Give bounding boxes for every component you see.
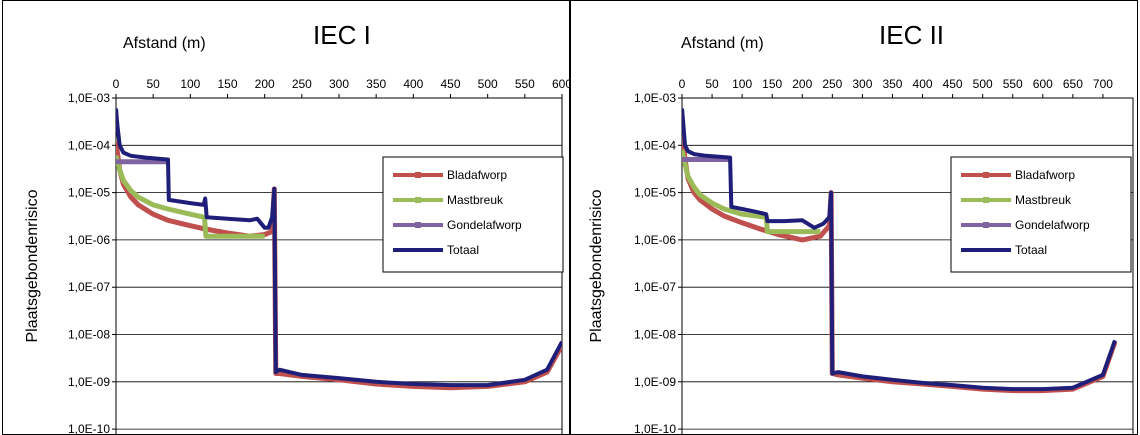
chart-title: IEC I — [313, 20, 371, 50]
x-tick-label: 200 — [255, 77, 275, 91]
x-tick-label: 350 — [882, 77, 902, 91]
y-tick-label: 1,0E-05 — [68, 186, 110, 200]
y-axis-label: Plaatsgebondenrisico — [24, 189, 41, 342]
legend-marker — [415, 197, 421, 203]
y-axis-label: Plaatsgebondenrisico — [588, 189, 605, 342]
x-tick-label: 500 — [478, 77, 498, 91]
x-tick-label: 350 — [366, 77, 386, 91]
x-axis-label: Afstand (m) — [123, 35, 206, 52]
y-tick-label: 1,0E-10 — [634, 422, 676, 434]
y-tick-label: 1,0E-07 — [634, 280, 676, 294]
y-tick-label: 1,0E-07 — [68, 280, 110, 294]
legend-marker — [983, 197, 989, 203]
series-totaal-line — [116, 108, 562, 388]
series-bladafworp-line — [116, 141, 562, 391]
y-tick-label: 1,0E-06 — [68, 233, 110, 247]
legend-label-totaal: Totaal — [1015, 243, 1047, 257]
legend-label-bladafworp: Bladafworp — [1015, 168, 1075, 182]
x-tick-label: 300 — [329, 77, 349, 91]
chart-iec-1-svg: 1,0E-03 1,0E-04 1,0E-05 1,0E-06 1,0E-07 1,0E-… — [24, 20, 569, 434]
series-totaal-line — [682, 108, 1117, 392]
legend-label-gondelafworp: Gondelafworp — [1015, 218, 1090, 232]
y-tick-label: 1,0E-10 — [68, 422, 110, 434]
y-tick-label: 1,0E-05 — [634, 186, 676, 200]
y-tick-label: 1,0E-04 — [68, 138, 110, 152]
legend-label-gondelafworp: Gondelafworp — [447, 218, 522, 232]
legend: Bladafworp Mastbreuk Gondelafworp Totaal — [382, 156, 564, 273]
legend-label-bladafworp: Bladafworp — [447, 168, 507, 182]
x-tick-label: 150 — [762, 77, 782, 91]
legend-label-mastbreuk: Mastbreuk — [447, 193, 504, 207]
legend-label-mastbreuk: Mastbreuk — [1015, 193, 1072, 207]
y-tick-label: 1,0E-09 — [68, 375, 110, 389]
y-tick-label: 1,0E-08 — [634, 328, 676, 342]
x-tick-label: 450 — [440, 77, 460, 91]
x-tick-label: 50 — [705, 77, 719, 91]
x-tick-label: 400 — [913, 77, 933, 91]
x-tick-label: 500 — [973, 77, 993, 91]
y-tick-label: 1,0E-04 — [634, 138, 676, 152]
x-tick-label: 450 — [943, 77, 963, 91]
y-tick-label: 1,0E-03 — [68, 91, 110, 105]
series-mastbreuk-line — [116, 155, 265, 239]
legend-marker — [983, 222, 989, 228]
y-tick-label: 1,0E-06 — [634, 233, 676, 247]
x-axis-label: Afstand (m) — [681, 35, 764, 52]
x-tick-label: 100 — [180, 77, 200, 91]
x-tick-label: 550 — [515, 77, 535, 91]
x-tick-label: 700 — [1093, 77, 1113, 91]
legend-label-totaal: Totaal — [447, 243, 479, 257]
x-tick-label: 0 — [679, 77, 686, 91]
x-tick-label: 600 — [1033, 77, 1053, 91]
chart-iec-2: 1,0E-03 1,0E-04 1,0E-05 1,0E-06 1,0E-07 1,0E-… — [570, 0, 1138, 435]
legend: Bladafworp Mastbreuk Gondelafworp Totaal — [950, 156, 1132, 273]
y-tick-label: 1,0E-03 — [634, 91, 676, 105]
x-tick-label: 50 — [146, 77, 160, 91]
x-tick-label: 150 — [217, 77, 237, 91]
x-tick-label: 250 — [292, 77, 312, 91]
x-tick-label: 600 — [552, 77, 569, 91]
x-tick-label: 300 — [852, 77, 872, 91]
chart-title: IEC II — [879, 20, 944, 50]
x-tick-label: 400 — [403, 77, 423, 91]
chart-iec-2-svg: 1,0E-03 1,0E-04 1,0E-05 1,0E-06 1,0E-07 1,0E-… — [588, 20, 1134, 434]
y-tick-label: 1,0E-09 — [634, 375, 676, 389]
plot-area — [681, 97, 1134, 434]
x-tick-label: 100 — [732, 77, 752, 91]
x-tick-label: 250 — [822, 77, 842, 91]
series-mastbreuk-line — [682, 149, 821, 235]
chart-iec-1: 1,0E-03 1,0E-04 1,0E-05 1,0E-06 1,0E-07 1,0E-… — [2, 0, 570, 435]
legend-marker — [415, 172, 421, 178]
x-tick-label: 650 — [1063, 77, 1083, 91]
legend-marker — [415, 222, 421, 228]
x-tick-label: 550 — [1003, 77, 1023, 91]
x-tick-label: 200 — [792, 77, 812, 91]
y-tick-label: 1,0E-08 — [68, 328, 110, 342]
legend-marker — [983, 172, 989, 178]
x-tick-label: 0 — [113, 77, 120, 91]
